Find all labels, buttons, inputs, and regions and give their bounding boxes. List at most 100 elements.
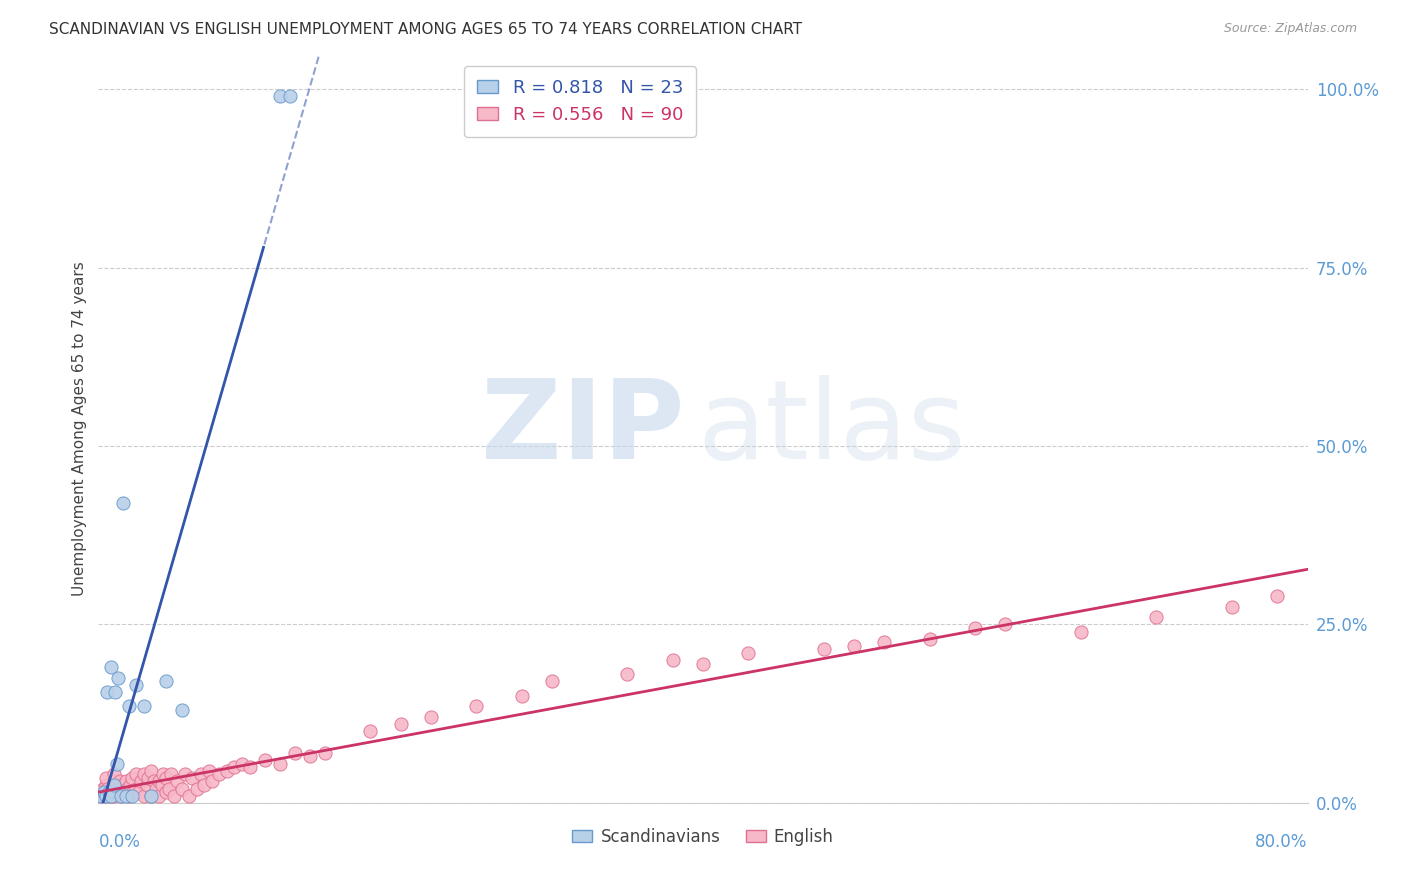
Point xyxy=(616,667,638,681)
Point xyxy=(96,789,118,803)
Point xyxy=(132,767,155,781)
Point xyxy=(111,496,134,510)
Point xyxy=(813,642,835,657)
Point xyxy=(100,660,122,674)
Point xyxy=(110,789,132,803)
Point xyxy=(540,674,562,689)
Point xyxy=(118,699,141,714)
Point xyxy=(104,785,127,799)
Point xyxy=(105,756,128,771)
Point xyxy=(1144,610,1167,624)
Point xyxy=(94,785,117,799)
Point xyxy=(129,774,152,789)
Point xyxy=(299,749,322,764)
Point xyxy=(111,778,134,792)
Point xyxy=(110,789,132,803)
Point xyxy=(692,657,714,671)
Point xyxy=(103,781,125,796)
Text: 80.0%: 80.0% xyxy=(1256,833,1308,851)
Point xyxy=(90,785,112,799)
Point xyxy=(190,767,212,781)
Point xyxy=(141,789,163,803)
Point xyxy=(93,785,115,799)
Point xyxy=(215,764,238,778)
Text: ZIP: ZIP xyxy=(481,375,685,482)
Point xyxy=(253,753,276,767)
Point xyxy=(239,760,262,774)
Point xyxy=(224,760,246,774)
Point xyxy=(94,778,117,792)
Point xyxy=(201,774,224,789)
Point xyxy=(136,771,159,785)
Point xyxy=(170,781,193,796)
Point xyxy=(280,89,302,103)
Point xyxy=(114,774,136,789)
Point xyxy=(844,639,866,653)
Point xyxy=(100,789,122,803)
Point xyxy=(104,685,127,699)
Point xyxy=(170,703,193,717)
Point xyxy=(132,789,155,803)
Point xyxy=(120,778,142,792)
Point xyxy=(360,724,382,739)
Point xyxy=(132,699,155,714)
Point xyxy=(118,789,141,803)
Point xyxy=(173,767,195,781)
Point xyxy=(103,767,125,781)
Point xyxy=(103,774,125,789)
Point xyxy=(159,781,181,796)
Point xyxy=(1070,624,1092,639)
Point xyxy=(103,778,125,792)
Point xyxy=(197,764,219,778)
Point xyxy=(737,646,759,660)
Point xyxy=(125,678,148,692)
Point xyxy=(128,785,150,799)
Point xyxy=(125,767,148,781)
Point xyxy=(1267,589,1289,603)
Point xyxy=(96,781,118,796)
Point xyxy=(269,756,291,771)
Point xyxy=(122,785,145,799)
Point xyxy=(121,789,143,803)
Point xyxy=(89,789,111,803)
Point xyxy=(108,774,131,789)
Point xyxy=(141,789,163,803)
Point xyxy=(152,767,174,781)
Point xyxy=(420,710,443,724)
Point xyxy=(155,674,177,689)
Point xyxy=(93,789,115,803)
Point xyxy=(155,785,177,799)
Point xyxy=(163,789,186,803)
Point xyxy=(510,689,533,703)
Point xyxy=(145,781,167,796)
Point xyxy=(208,767,231,781)
Point xyxy=(96,685,118,699)
Point xyxy=(141,764,163,778)
Point xyxy=(193,778,215,792)
Point xyxy=(155,771,177,785)
Point xyxy=(107,671,129,685)
Point xyxy=(994,617,1017,632)
Point xyxy=(125,781,148,796)
Point xyxy=(148,789,170,803)
Point xyxy=(115,781,138,796)
Point xyxy=(148,774,170,789)
Point xyxy=(231,756,253,771)
Point xyxy=(284,746,307,760)
Point xyxy=(661,653,683,667)
Point xyxy=(107,781,129,796)
Point xyxy=(98,785,121,799)
Text: SCANDINAVIAN VS ENGLISH UNEMPLOYMENT AMONG AGES 65 TO 74 YEARS CORRELATION CHART: SCANDINAVIAN VS ENGLISH UNEMPLOYMENT AMO… xyxy=(49,22,803,37)
Point xyxy=(1220,599,1243,614)
Point xyxy=(873,635,896,649)
Point xyxy=(965,621,987,635)
Point xyxy=(114,789,136,803)
Point xyxy=(166,774,188,789)
Point xyxy=(100,789,122,803)
Point xyxy=(389,717,412,731)
Point xyxy=(150,778,173,792)
Point xyxy=(314,746,336,760)
Point xyxy=(98,785,121,799)
Point xyxy=(160,767,183,781)
Point xyxy=(90,789,112,803)
